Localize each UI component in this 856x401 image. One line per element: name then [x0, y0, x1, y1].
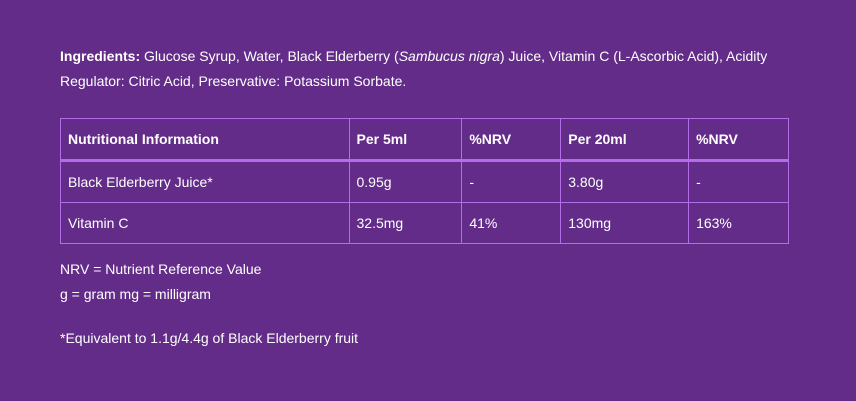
- nutrition-table: Nutritional Information Per 5ml %NRV Per…: [60, 118, 789, 244]
- ingredients-part: Glucose Syrup, Water, Black Elderberry (: [140, 48, 399, 64]
- table-cell: Vitamin C: [60, 202, 350, 244]
- ingredients-label: Ingredients:: [60, 48, 141, 64]
- notes: NRV = Nutrient Reference Value g = gram …: [60, 257, 261, 307]
- table-cell: Black Elderberry Juice*: [60, 160, 350, 203]
- latin-name: Sambucus nigra: [398, 48, 500, 64]
- table-cell: 0.95g: [348, 160, 463, 203]
- table-cell: -: [461, 160, 562, 203]
- ingredients-part: ) Juice, Vitamin C (L-Ascorbic Acid), Ac…: [60, 48, 768, 89]
- note-units: g = gram mg = milligram: [60, 286, 211, 302]
- table-header-row: Nutritional Information Per 5ml %NRV Per…: [60, 118, 789, 162]
- note-nrv: NRV = Nutrient Reference Value: [60, 261, 262, 277]
- header-cell: Per 20ml: [560, 118, 690, 162]
- table-cell: 41%: [461, 202, 562, 244]
- footnote: *Equivalent to 1.1g/4.4g of Black Elderb…: [60, 330, 359, 346]
- table-cell: 3.80g: [560, 160, 690, 203]
- table-row: Vitamin C 32.5mg 41% 130mg 163%: [60, 202, 789, 244]
- table-cell: 32.5mg: [348, 202, 463, 244]
- header-cell: Nutritional Information: [60, 118, 350, 162]
- table-cell: -: [688, 160, 789, 203]
- table-cell: 130mg: [560, 202, 690, 244]
- header-cell: Per 5ml: [348, 118, 463, 162]
- header-cell: %NRV: [461, 118, 562, 162]
- table-cell: 163%: [688, 202, 789, 244]
- header-cell: %NRV: [688, 118, 789, 162]
- table-row: Black Elderberry Juice* 0.95g - 3.80g -: [60, 160, 789, 203]
- ingredients-text: Ingredients: Glucose Syrup, Water, Black…: [60, 44, 800, 94]
